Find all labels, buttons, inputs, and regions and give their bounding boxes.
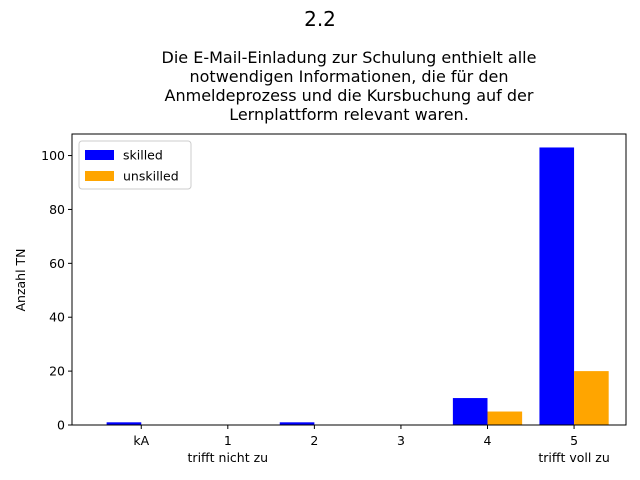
y-tick-label: 0 xyxy=(57,418,65,433)
legend: skilled unskilled xyxy=(78,140,192,190)
bar-skilled-kA xyxy=(106,422,142,425)
x-tick-sublabel: trifft voll zu xyxy=(538,450,609,465)
bar-skilled-2 xyxy=(279,422,315,425)
y-tick-label: 20 xyxy=(49,364,65,379)
bar-unskilled-5 xyxy=(574,371,609,425)
x-tick-sublabel: trifft nicht zu xyxy=(188,450,269,465)
chart-title-line: Die E-Mail-Einladung zur Schulung enthie… xyxy=(161,48,537,67)
axes-group: 0 20 40 60 80 100 kA 1 trifft nicht zu 2 3 4 5 trifft… xyxy=(41,133,627,465)
figure-title: 2.2 xyxy=(304,7,336,31)
x-tick-label: 1 xyxy=(224,433,232,448)
x-tick-label: 5 xyxy=(570,433,578,448)
chart-title: Die E-Mail-Einladung zur Schulung enthie… xyxy=(72,48,626,124)
legend-swatch-unskilled xyxy=(85,171,114,181)
chart-title-line: notwendigen Informationen, die für den xyxy=(189,67,509,86)
chart-title-line: Anmeldeprozess und die Kursbuchung auf d… xyxy=(164,86,534,105)
y-tick-label: 80 xyxy=(49,202,65,217)
legend-label-skilled: skilled xyxy=(123,148,163,163)
bars-group xyxy=(106,147,609,425)
y-tick-label: 60 xyxy=(49,256,65,271)
x-tick-label: 2 xyxy=(310,433,318,448)
plot-frame xyxy=(71,133,627,426)
y-tick-label: 100 xyxy=(41,148,65,163)
y-tick-label: 40 xyxy=(49,310,65,325)
chart-title-line: Lernplattform relevant waren. xyxy=(229,105,469,124)
bar-unskilled-4 xyxy=(487,411,523,425)
bar-skilled-4 xyxy=(452,398,488,425)
x-tick-label: 4 xyxy=(484,433,492,448)
x-tick-label: kA xyxy=(133,433,149,448)
bar-skilled-5 xyxy=(539,147,575,425)
y-axis-label: Anzahl TN xyxy=(13,248,28,311)
legend-swatch-skilled xyxy=(85,150,114,160)
legend-label-unskilled: unskilled xyxy=(123,169,179,184)
x-tick-label: 3 xyxy=(397,433,405,448)
